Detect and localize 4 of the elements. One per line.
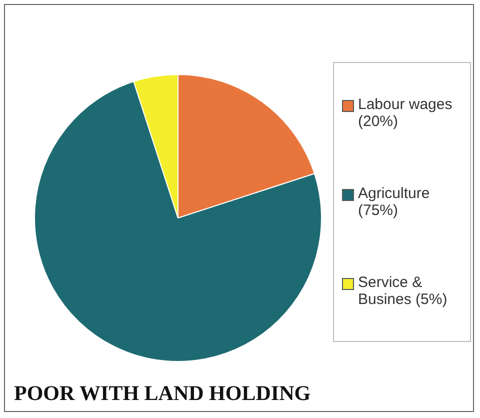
text: POOR WITH LAND HOLDING	[14, 381, 311, 406]
legend-label: Labour wages (20%)	[358, 96, 454, 130]
legend-label: Agriculture (75%)	[358, 184, 431, 219]
legend-label: Service & Busines (5%)	[358, 274, 448, 308]
